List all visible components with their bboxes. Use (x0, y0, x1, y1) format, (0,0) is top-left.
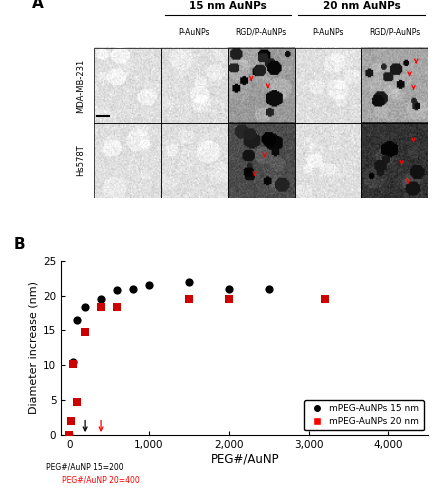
Text: RGD/P-AuNPs: RGD/P-AuNPs (236, 28, 287, 37)
Bar (94, 48, 161, 123)
Text: PEG#/AuNP 15=200: PEG#/AuNP 15=200 (46, 463, 124, 472)
Text: RGD/P-AuNPs: RGD/P-AuNPs (369, 28, 420, 37)
Point (321, 295, 328, 303)
Point (129, 285, 136, 293)
Bar (161, 48, 228, 123)
Point (66, 431, 73, 439)
Point (69, 360, 76, 368)
Point (265, 285, 272, 293)
Bar (228, 48, 295, 123)
Bar (228, 123, 295, 198)
Bar (295, 123, 361, 198)
Point (225, 284, 232, 292)
Point (185, 278, 192, 285)
Legend: mPEG-AuNPs 15 nm, mPEG-AuNPs 20 nm: mPEG-AuNPs 15 nm, mPEG-AuNPs 20 nm (304, 400, 424, 430)
Text: P-AuNPs: P-AuNPs (312, 28, 344, 37)
Bar (361, 48, 428, 123)
Bar (295, 48, 361, 123)
Text: Hs578T: Hs578T (76, 144, 85, 176)
Point (82, 304, 89, 312)
Bar (161, 123, 228, 198)
Text: PEG#/AuNP 20=400: PEG#/AuNP 20=400 (62, 476, 140, 484)
Y-axis label: Diameter increase (nm): Diameter increase (nm) (29, 282, 39, 414)
Point (114, 286, 121, 294)
X-axis label: PEG#/AuNP: PEG#/AuNP (210, 452, 279, 466)
Text: 20 nm AuNPs: 20 nm AuNPs (323, 2, 400, 12)
Point (66, 431, 73, 439)
Bar (94, 123, 161, 198)
Point (74, 398, 81, 406)
Text: MDA-MB-231: MDA-MB-231 (76, 58, 85, 112)
Point (114, 304, 121, 312)
Point (82, 328, 89, 336)
Point (185, 295, 192, 303)
Point (74, 316, 81, 324)
Point (97, 304, 104, 312)
Point (68, 417, 75, 425)
Bar (361, 123, 428, 198)
Point (146, 281, 153, 289)
Point (97, 295, 104, 303)
Text: P-AuNPs: P-AuNPs (179, 28, 210, 37)
Point (69, 358, 76, 366)
Text: B: B (14, 237, 25, 252)
Text: 15 nm AuNPs: 15 nm AuNPs (189, 2, 267, 12)
Point (225, 295, 232, 303)
Text: A: A (32, 0, 44, 12)
